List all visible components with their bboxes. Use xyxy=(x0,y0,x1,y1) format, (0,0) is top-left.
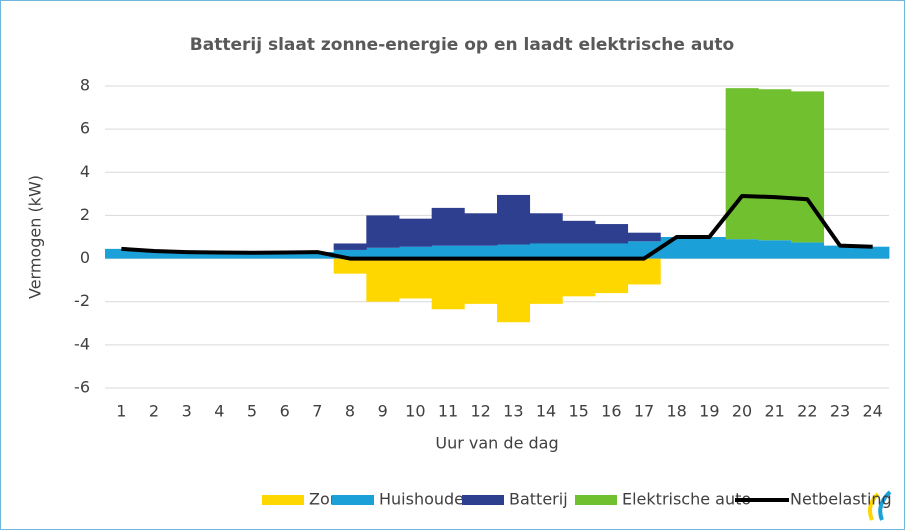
bar-segment xyxy=(529,258,563,304)
bar-segment xyxy=(333,243,367,250)
bar-segment xyxy=(497,258,531,323)
y-tick-label: 6 xyxy=(80,119,90,138)
bar-segment xyxy=(366,258,400,302)
x-tick-label: 23 xyxy=(830,402,850,421)
x-tick-label: 1 xyxy=(116,402,126,421)
bar-segment xyxy=(235,252,269,259)
x-axis-label: Uur van de dag xyxy=(435,434,558,453)
x-tick-label: 11 xyxy=(438,402,458,421)
x-tick-label: 2 xyxy=(149,402,159,421)
bar-segment xyxy=(595,258,629,294)
bar-segment xyxy=(562,220,596,244)
legend-swatch xyxy=(462,495,504,505)
x-tick-label: 14 xyxy=(536,402,556,421)
bar-segment xyxy=(497,194,531,245)
x-tick-label: 8 xyxy=(345,402,355,421)
bar-segment xyxy=(627,258,661,285)
legend-label: Netbelasting xyxy=(790,490,892,509)
bar-segment xyxy=(431,207,465,246)
bar-segment xyxy=(464,245,498,259)
bar-segment xyxy=(595,224,629,244)
y-axis-label: Vermogen (kW) xyxy=(26,175,45,299)
bar-segment xyxy=(758,240,792,259)
x-tick-label: 5 xyxy=(247,402,257,421)
x-tick-label: 22 xyxy=(797,402,817,421)
bar-segment xyxy=(497,244,531,259)
x-tick-label: 9 xyxy=(378,402,388,421)
bar-segment xyxy=(399,218,433,247)
x-tick-label: 3 xyxy=(182,402,192,421)
bar-segment xyxy=(170,252,204,259)
chart-title: Batterij slaat zonne-energie op en laadt… xyxy=(190,35,734,55)
bar-segment xyxy=(823,245,857,259)
x-tick-label: 21 xyxy=(764,402,784,421)
bar-segment xyxy=(562,243,596,259)
bar-segment xyxy=(431,245,465,259)
bar-segment xyxy=(203,252,237,259)
bar-segment xyxy=(464,213,498,246)
bar-segment xyxy=(268,252,302,259)
bar-segment xyxy=(595,243,629,259)
x-tick-label: 24 xyxy=(862,402,882,421)
bar-segment xyxy=(105,248,139,259)
bar-segment xyxy=(529,243,563,259)
y-tick-label: 2 xyxy=(80,205,90,224)
bar-segment xyxy=(301,252,335,259)
legend-swatch xyxy=(575,495,617,505)
x-tick-label: 19 xyxy=(699,402,719,421)
y-tick-label: -2 xyxy=(74,291,90,310)
x-tick-label: 20 xyxy=(732,402,752,421)
bar-segment xyxy=(562,258,596,297)
bar-segment xyxy=(856,246,890,259)
x-tick-label: 18 xyxy=(666,402,686,421)
bar-segment xyxy=(791,242,825,259)
bar-segment xyxy=(464,258,498,304)
x-tick-label: 4 xyxy=(214,402,224,421)
legend-label: Elektrische auto xyxy=(622,490,751,509)
legend-label: Batterij xyxy=(509,490,568,509)
x-tick-label: 6 xyxy=(280,402,290,421)
legend-label: Huishouden xyxy=(379,490,474,509)
bar-segment xyxy=(758,89,792,241)
bar-segment xyxy=(627,232,661,242)
x-tick-label: 17 xyxy=(634,402,654,421)
line-series xyxy=(121,194,873,261)
bar-segment xyxy=(529,213,563,244)
bar-segment xyxy=(431,258,465,310)
bar-segment xyxy=(791,91,825,243)
bar-segment xyxy=(137,251,171,259)
bar-segment xyxy=(333,258,367,274)
x-tick-label: 13 xyxy=(503,402,523,421)
x-tick-label: 16 xyxy=(601,402,621,421)
bar-segment xyxy=(693,237,727,259)
x-tick-label: 10 xyxy=(405,402,425,421)
x-tick-label: 12 xyxy=(470,402,490,421)
y-tick-label: 0 xyxy=(80,248,90,267)
y-tick-label: -6 xyxy=(74,378,90,397)
legend-swatch xyxy=(262,495,304,505)
bar-segment xyxy=(399,258,433,299)
bar-segment xyxy=(725,88,759,240)
bar-segment xyxy=(725,239,759,259)
bar-segment xyxy=(660,237,694,259)
bar-segment xyxy=(366,247,400,259)
legend-swatch xyxy=(332,495,374,505)
logo xyxy=(868,490,892,521)
x-tick-label: 15 xyxy=(568,402,588,421)
x-tick-label: 7 xyxy=(312,402,322,421)
bar-segment xyxy=(399,246,433,259)
y-tick-label: 8 xyxy=(80,76,90,95)
bar-segment xyxy=(333,249,367,259)
y-tick-label: 4 xyxy=(80,162,90,181)
bar-segment xyxy=(366,215,400,248)
y-tick-label: -4 xyxy=(74,334,90,353)
